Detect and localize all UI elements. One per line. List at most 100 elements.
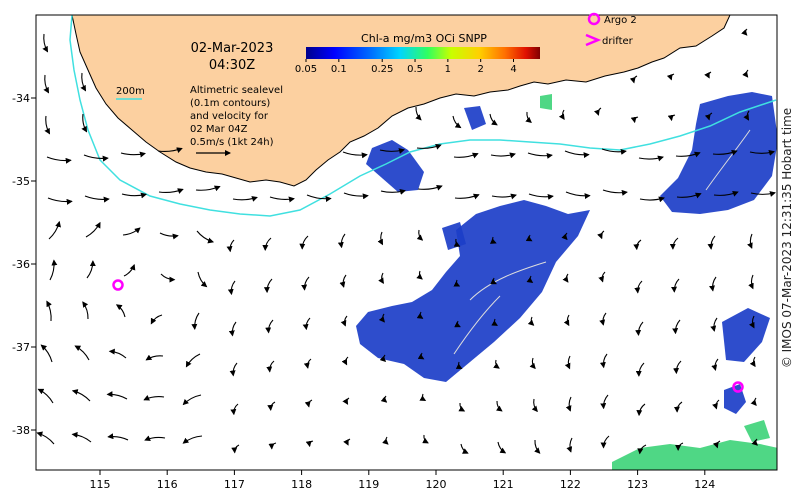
x-tick-label: 122	[560, 478, 581, 491]
velocity-arrow	[707, 235, 716, 250]
argo-float-marker[interactable]	[112, 279, 124, 291]
velocity-arrow	[416, 311, 424, 319]
velocity-arrow	[601, 148, 627, 155]
velocity-arrow	[639, 196, 665, 203]
argo-legend-icon	[587, 12, 601, 26]
depth-contour-label: 200m	[116, 86, 145, 97]
velocity-arrow	[563, 314, 570, 327]
velocity-arrow	[600, 435, 610, 449]
velocity-arrow	[227, 280, 236, 296]
velocity-arrow	[637, 444, 647, 455]
velocity-arrow	[525, 111, 532, 124]
velocity-arrow	[343, 438, 351, 446]
velocity-arrow	[528, 193, 554, 200]
colorbar-tick-label: 4	[510, 64, 516, 75]
velocity-arrow	[81, 113, 88, 133]
velocity-arrow	[531, 398, 538, 413]
velocity-arrow	[341, 356, 349, 366]
velocity-arrow	[527, 316, 535, 326]
x-tick-label: 120	[426, 478, 447, 491]
velocity-arrow	[454, 320, 461, 328]
land-mass	[36, 15, 731, 187]
credit-sidebar: © IMOS 07-Mar-2023 12:31:35 Hobart time	[778, 10, 796, 465]
velocity-arrow	[160, 273, 176, 283]
velocity-arrow	[85, 221, 101, 238]
velocity-arrow	[191, 312, 200, 330]
x-tick-label: 123	[627, 478, 648, 491]
velocity-arrow	[671, 278, 680, 293]
velocity-arrow	[143, 395, 165, 401]
velocity-arrow	[490, 152, 516, 159]
colorbar-tick-label: 0.25	[371, 64, 393, 75]
velocity-arrow	[565, 396, 572, 412]
velocity-arrow	[46, 300, 52, 322]
legend-line: 02 Mar 04Z	[190, 124, 248, 135]
velocity-arrow	[534, 439, 541, 454]
colorbar-tick-label: 1	[445, 64, 451, 75]
velocity-arrow	[83, 154, 109, 162]
velocity-arrow	[382, 436, 389, 445]
y-axis: -34 -35 -36 -37 -38	[12, 92, 36, 437]
sealevel-contour	[705, 129, 751, 191]
velocity-arrow	[197, 271, 208, 288]
velocity-arrow	[750, 191, 776, 197]
x-tick-label: 118	[291, 478, 312, 491]
velocity-arrow	[195, 185, 221, 192]
velocity-arrow	[266, 360, 275, 373]
velocity-arrow	[710, 317, 718, 332]
velocity-arrow	[159, 232, 179, 240]
velocity-arrow	[43, 74, 50, 94]
velocity-arrow	[458, 402, 466, 412]
velocity-arrow	[262, 237, 272, 252]
velocity-arrow	[594, 107, 602, 116]
x-tick-label: 119	[358, 478, 379, 491]
velocity-arrow	[226, 239, 235, 253]
velocity-arrow	[231, 444, 240, 454]
velocity-arrow	[232, 196, 258, 202]
velocity-arrow	[712, 399, 720, 410]
drifter-legend-icon	[585, 33, 602, 47]
velocity-arrow	[453, 279, 461, 287]
velocity-arrow	[342, 151, 368, 159]
velocity-arrow	[378, 313, 385, 323]
velocity-arrow	[564, 150, 590, 159]
velocity-arrow	[337, 233, 346, 249]
velocity-arrow	[565, 191, 591, 200]
velocity-arrow	[749, 150, 775, 156]
y-tick-label: -36	[12, 258, 30, 271]
argo-legend-label: Argo 2	[604, 15, 637, 26]
colorbar-tick-label: 0.5	[407, 64, 423, 75]
velocity-arrow	[40, 344, 53, 363]
velocity-arrow	[107, 433, 129, 441]
velocity-arrow	[713, 191, 739, 197]
velocity-arrow	[416, 270, 423, 280]
velocity-arrow	[342, 397, 350, 405]
velocity-arrow	[749, 356, 756, 368]
velocity-arrow	[42, 33, 49, 53]
velocity-arrow	[343, 192, 369, 200]
velocity-arrow	[36, 431, 55, 445]
velocity-arrow	[636, 403, 646, 417]
velocity-arrow	[526, 275, 534, 283]
velocity-arrow	[490, 236, 497, 244]
velocity-arrow	[712, 149, 738, 156]
velocity-arrow	[263, 278, 273, 294]
velocity-arrow	[305, 440, 314, 448]
velocity-arrow	[497, 441, 507, 454]
velocity-arrow	[121, 192, 147, 199]
argo-float-marker[interactable]	[732, 381, 744, 393]
velocity-arrow	[747, 233, 753, 249]
velocity-arrow	[455, 361, 463, 370]
sealevel-contour	[453, 295, 501, 355]
velocity-arrow	[709, 276, 717, 292]
velocity-arrow	[196, 230, 215, 244]
velocity-arrow	[525, 234, 533, 242]
velocity-arrow	[144, 435, 166, 441]
velocity-arrow	[123, 263, 136, 277]
velocity-arrow	[339, 274, 347, 288]
velocity-arrow	[71, 431, 92, 443]
velocity-arrow	[303, 358, 312, 369]
velocity-arrow	[378, 272, 384, 285]
velocity-arrow	[340, 315, 348, 327]
